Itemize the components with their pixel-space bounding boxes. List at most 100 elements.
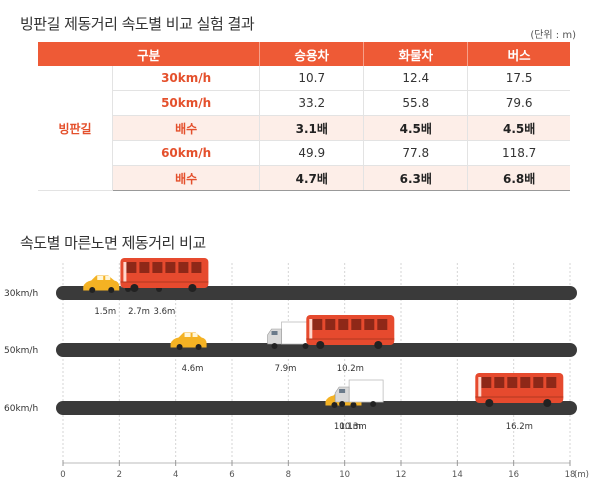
bus-window [178, 262, 189, 273]
distance-label: 1.5m [94, 307, 116, 317]
table-row-multiplier: 배수 3.1배 4.5배 4.5배 [38, 115, 570, 141]
bus-window [312, 319, 323, 330]
bus-door [478, 377, 482, 397]
row-label: 30km/h [111, 66, 260, 91]
speed-label: 50km/h [4, 346, 38, 356]
distance-label: 3.6m [153, 307, 175, 317]
cell-bus: 79.6 [467, 90, 570, 116]
cell-car: 4.7배 [259, 165, 364, 191]
car-wheel [331, 402, 338, 408]
row-label: 50km/h [111, 90, 260, 116]
distance-label: 16.2m [506, 422, 533, 432]
bus-window [481, 377, 492, 388]
col-header-car: 승용차 [259, 42, 364, 66]
table-row: 50km/h 33.2 55.8 79.6 [38, 90, 570, 116]
car-window [184, 333, 191, 337]
x-tick-label: 10 [339, 470, 350, 480]
speed-label: 60km/h [4, 404, 38, 414]
x-tick-label: 14 [452, 470, 463, 480]
bus-door [309, 319, 313, 339]
table-row: 빙판길 30km/h 10.7 12.4 17.5 [38, 66, 570, 191]
cell-truck: 6.3배 [363, 165, 468, 191]
cell-truck: 12.4 [363, 66, 468, 91]
car-wheel [350, 402, 357, 408]
truck-wheel [370, 401, 377, 407]
cell-truck: 55.8 [363, 90, 468, 116]
bus-window [165, 262, 176, 273]
bus-wheel [543, 399, 552, 407]
row-label: 배수 [111, 165, 260, 191]
cell-bus: 17.5 [467, 66, 570, 91]
truck-wheel [339, 401, 346, 407]
col-header-truck: 화물차 [363, 42, 468, 66]
bus-marker [306, 315, 395, 349]
table-row-multiplier: 배수 4.7배 6.3배 6.8배 [38, 165, 570, 191]
cell-car: 49.9 [259, 140, 364, 166]
truck-box [348, 379, 384, 403]
group-label: 빙판길 [38, 66, 113, 191]
bus-window [338, 319, 349, 330]
bus-window [351, 319, 362, 330]
car-wheel [195, 344, 202, 350]
x-tick-label: 16 [508, 470, 519, 480]
car-marker [83, 275, 120, 293]
distance-label: 2.7m [128, 307, 150, 317]
car-window [105, 276, 111, 280]
table-title: 빙판길 제동거리 속도별 비교 실험 결과 [20, 15, 255, 33]
table-row: 60km/h 49.9 77.8 118.7 [38, 140, 570, 166]
car-marker [170, 332, 207, 350]
distance-label: 10.2m [337, 364, 364, 374]
bus-window [152, 262, 163, 273]
bus-window [139, 262, 150, 273]
bus-wheel [485, 399, 494, 407]
bus-window [377, 319, 388, 330]
braking-table: 구분 승용차 화물차 버스 빙판길 30km/h 10.7 12.4 17.5 … [38, 42, 570, 191]
x-tick-label: 0 [60, 470, 65, 480]
row-label: 60km/h [111, 140, 260, 166]
truck-marker [334, 379, 384, 407]
truck-cab [267, 328, 282, 345]
x-unit-label: (m) [574, 470, 589, 480]
bus-marker [475, 373, 564, 407]
car-window [192, 333, 198, 337]
cell-bus: 6.8배 [467, 165, 570, 191]
distance-label: 7.9m [275, 364, 297, 374]
bus-wheel [374, 341, 383, 349]
truck-window [271, 331, 278, 335]
unit-label: (단위 : m) [530, 30, 576, 41]
bus-window [364, 319, 375, 330]
distance-label: 10.1m [334, 422, 361, 432]
x-tick-label: 4 [173, 470, 178, 480]
distance-label: 10.3m [340, 422, 367, 432]
bus-wheel [130, 284, 139, 292]
truck-wheel [302, 343, 309, 349]
cell-truck: 77.8 [363, 140, 468, 166]
x-tick-label: 6 [229, 470, 234, 480]
row-label: 배수 [111, 115, 260, 141]
cell-bus: 4.5배 [467, 115, 570, 141]
x-tick-label: 8 [286, 470, 291, 480]
col-header-category: 구분 [38, 42, 260, 66]
bus-window [520, 377, 531, 388]
cell-car: 33.2 [259, 90, 364, 116]
chart-title: 속도별 마른노면 제동거리 비교 [20, 234, 206, 252]
bus-wheel [188, 284, 197, 292]
bus-door [123, 262, 127, 282]
car-window [97, 276, 104, 280]
braking-distance-chart: 30km/h 50km/h 60km/h 1.5m 4.6m 10.1m 2.7m 7.9m 1… [4, 258, 589, 480]
truck-window [339, 389, 346, 393]
x-tick-label: 12 [396, 470, 407, 480]
bus-window [191, 262, 202, 273]
cell-car: 3.1배 [259, 115, 364, 141]
car-wheel [108, 287, 115, 293]
bus-window [126, 262, 137, 273]
speed-label: 30km/h [4, 289, 38, 299]
car-wheel [89, 287, 96, 293]
truck-cab [334, 386, 350, 403]
distance-label: 4.6m [182, 364, 204, 374]
truck-wheel [271, 343, 278, 349]
bus-window [494, 377, 505, 388]
x-tick-label: 2 [117, 470, 122, 480]
col-header-bus: 버스 [467, 42, 570, 66]
bus-window [325, 319, 336, 330]
